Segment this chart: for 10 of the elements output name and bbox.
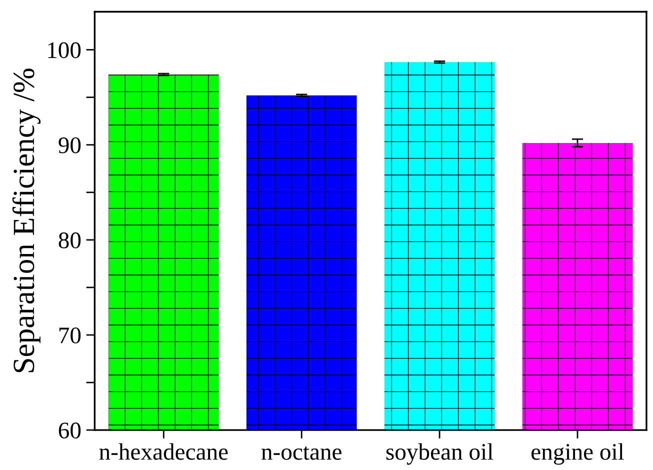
y-tick-label: 80 xyxy=(58,232,81,248)
x-tick-label: engine oil xyxy=(532,443,624,465)
y-tick-label: 90 xyxy=(58,137,81,154)
x-tick-label: n-hexadecane xyxy=(99,443,228,460)
x-tick-label: soybean oil xyxy=(386,443,494,465)
y-tick-label: 100 xyxy=(48,42,81,58)
y-tick-label: 70 xyxy=(59,327,81,344)
x-tick-label: n-octane xyxy=(262,446,342,460)
y-tick-label: 60 xyxy=(58,422,81,438)
y-axis-title: Separation Efficiency /% xyxy=(12,68,41,372)
